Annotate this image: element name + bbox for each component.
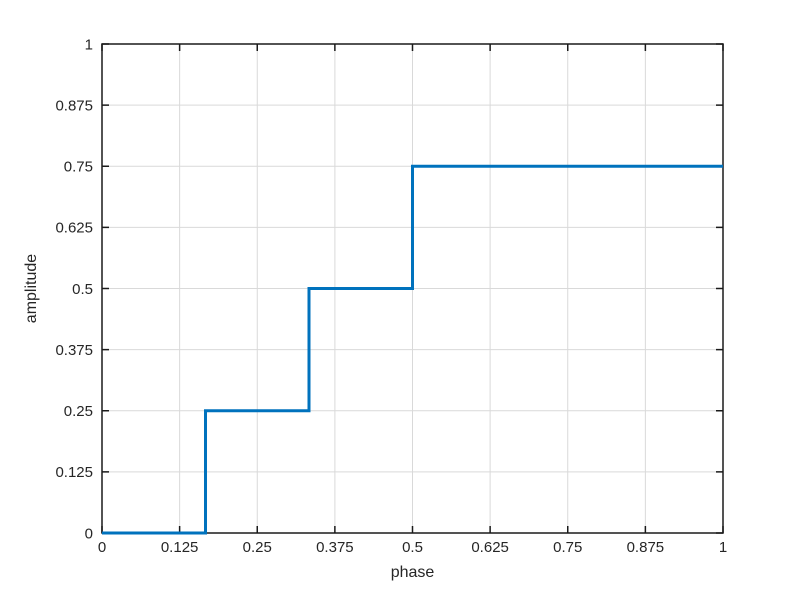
x-tick-label: 0.125 xyxy=(161,539,199,556)
x-tick-label: 1 xyxy=(719,539,727,556)
y-tick-label: 0.875 xyxy=(55,97,93,114)
y-tick-label: 0.625 xyxy=(55,220,93,237)
x-tick-label: 0.875 xyxy=(627,539,665,556)
x-tick-label: 0 xyxy=(98,539,106,556)
x-tick-label: 0.625 xyxy=(471,539,509,556)
y-tick-label: 1 xyxy=(85,36,93,53)
x-axis-label: phase xyxy=(391,564,435,581)
y-tick-label: 0.125 xyxy=(55,464,93,481)
x-tick-label: 0.25 xyxy=(243,539,272,556)
x-tick-label: 0.75 xyxy=(553,539,582,556)
step-line xyxy=(102,164,723,535)
y-tick-label: 0 xyxy=(85,525,93,542)
y-tick-label: 0.25 xyxy=(64,403,93,420)
line-layer xyxy=(102,164,723,535)
x-tick-label: 0.375 xyxy=(316,539,354,556)
y-tick-label: 0.375 xyxy=(55,342,93,359)
x-tick-label: 0.5 xyxy=(402,539,423,556)
y-tick-label: 0.5 xyxy=(72,281,93,298)
y-axis-label: amplitude xyxy=(23,254,40,323)
tick-label-layer: 0 0.125 0.25 0.375 0.5 0.625 0.75 0.875 1 0 0.125 0… xyxy=(55,36,727,556)
y-tick-label: 0.75 xyxy=(64,159,93,176)
